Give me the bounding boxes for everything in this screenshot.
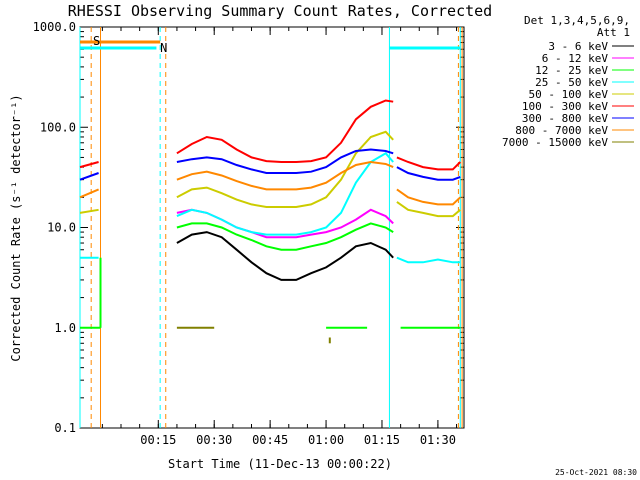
series-line-6 [79,172,99,181]
x-tick-label: 00:15 [140,433,176,447]
legend-header: Att 1 [597,26,630,39]
chart-title: RHESSI Observing Summary Count Rates, Co… [68,2,492,20]
series-line-7 [396,188,461,206]
footer-timestamp: 25-Oct-2021 08:30 [555,468,637,477]
series-line-4 [396,201,461,218]
legend-label: 800 - 7000 keV [515,124,608,137]
legend-label: 25 - 50 keV [535,76,608,89]
y-tick-label: 100.0 [40,120,76,134]
y-axis-label: Corrected Count Rate (s⁻¹ detector⁻¹) [9,94,23,361]
series-line-6 [396,166,461,181]
x-tick-label: 01:30 [420,433,456,447]
legend-label: 6 - 12 keV [542,52,609,65]
x-tick-label: 01:00 [308,433,344,447]
series-line-0 [176,231,394,281]
series-line-5 [396,156,462,171]
series-line-5 [176,99,394,163]
series-line-7 [176,160,394,191]
series-line-6 [176,148,394,174]
x-tick-label: 00:30 [196,433,232,447]
series-line-7 [79,188,99,199]
series-line-3 [396,256,461,264]
series-line-2 [176,222,394,251]
series-line-4 [79,208,99,214]
legend-label: 300 - 800 keV [522,112,608,125]
y-tick-label: 1000.0 [33,20,76,34]
x-tick-label: 01:15 [364,433,400,447]
series-line-4 [176,130,394,208]
legend-label: 7000 - 15000 keV [502,136,608,149]
legend-label: 50 - 100 keV [529,88,609,101]
series-line-5 [79,161,99,169]
x-axis-label: Start Time (11-Dec-13 00:00:22) [168,457,392,471]
legend-label: 100 - 300 keV [522,100,608,113]
region-flag-label: N [160,41,167,55]
y-tick-label: 10.0 [47,221,76,235]
plot-frame [79,26,465,429]
x-tick-label: 00:45 [252,433,288,447]
legend-header: Det 1,3,4,5,6,9, [524,14,630,27]
legend-label: 3 - 6 keV [548,40,608,53]
y-tick-label: 1.0 [54,321,76,335]
region-flag-label: S [93,34,100,48]
legend-label: 12 - 25 keV [535,64,608,77]
y-tick-label: 0.1 [54,421,76,435]
series-line-3 [176,152,394,236]
